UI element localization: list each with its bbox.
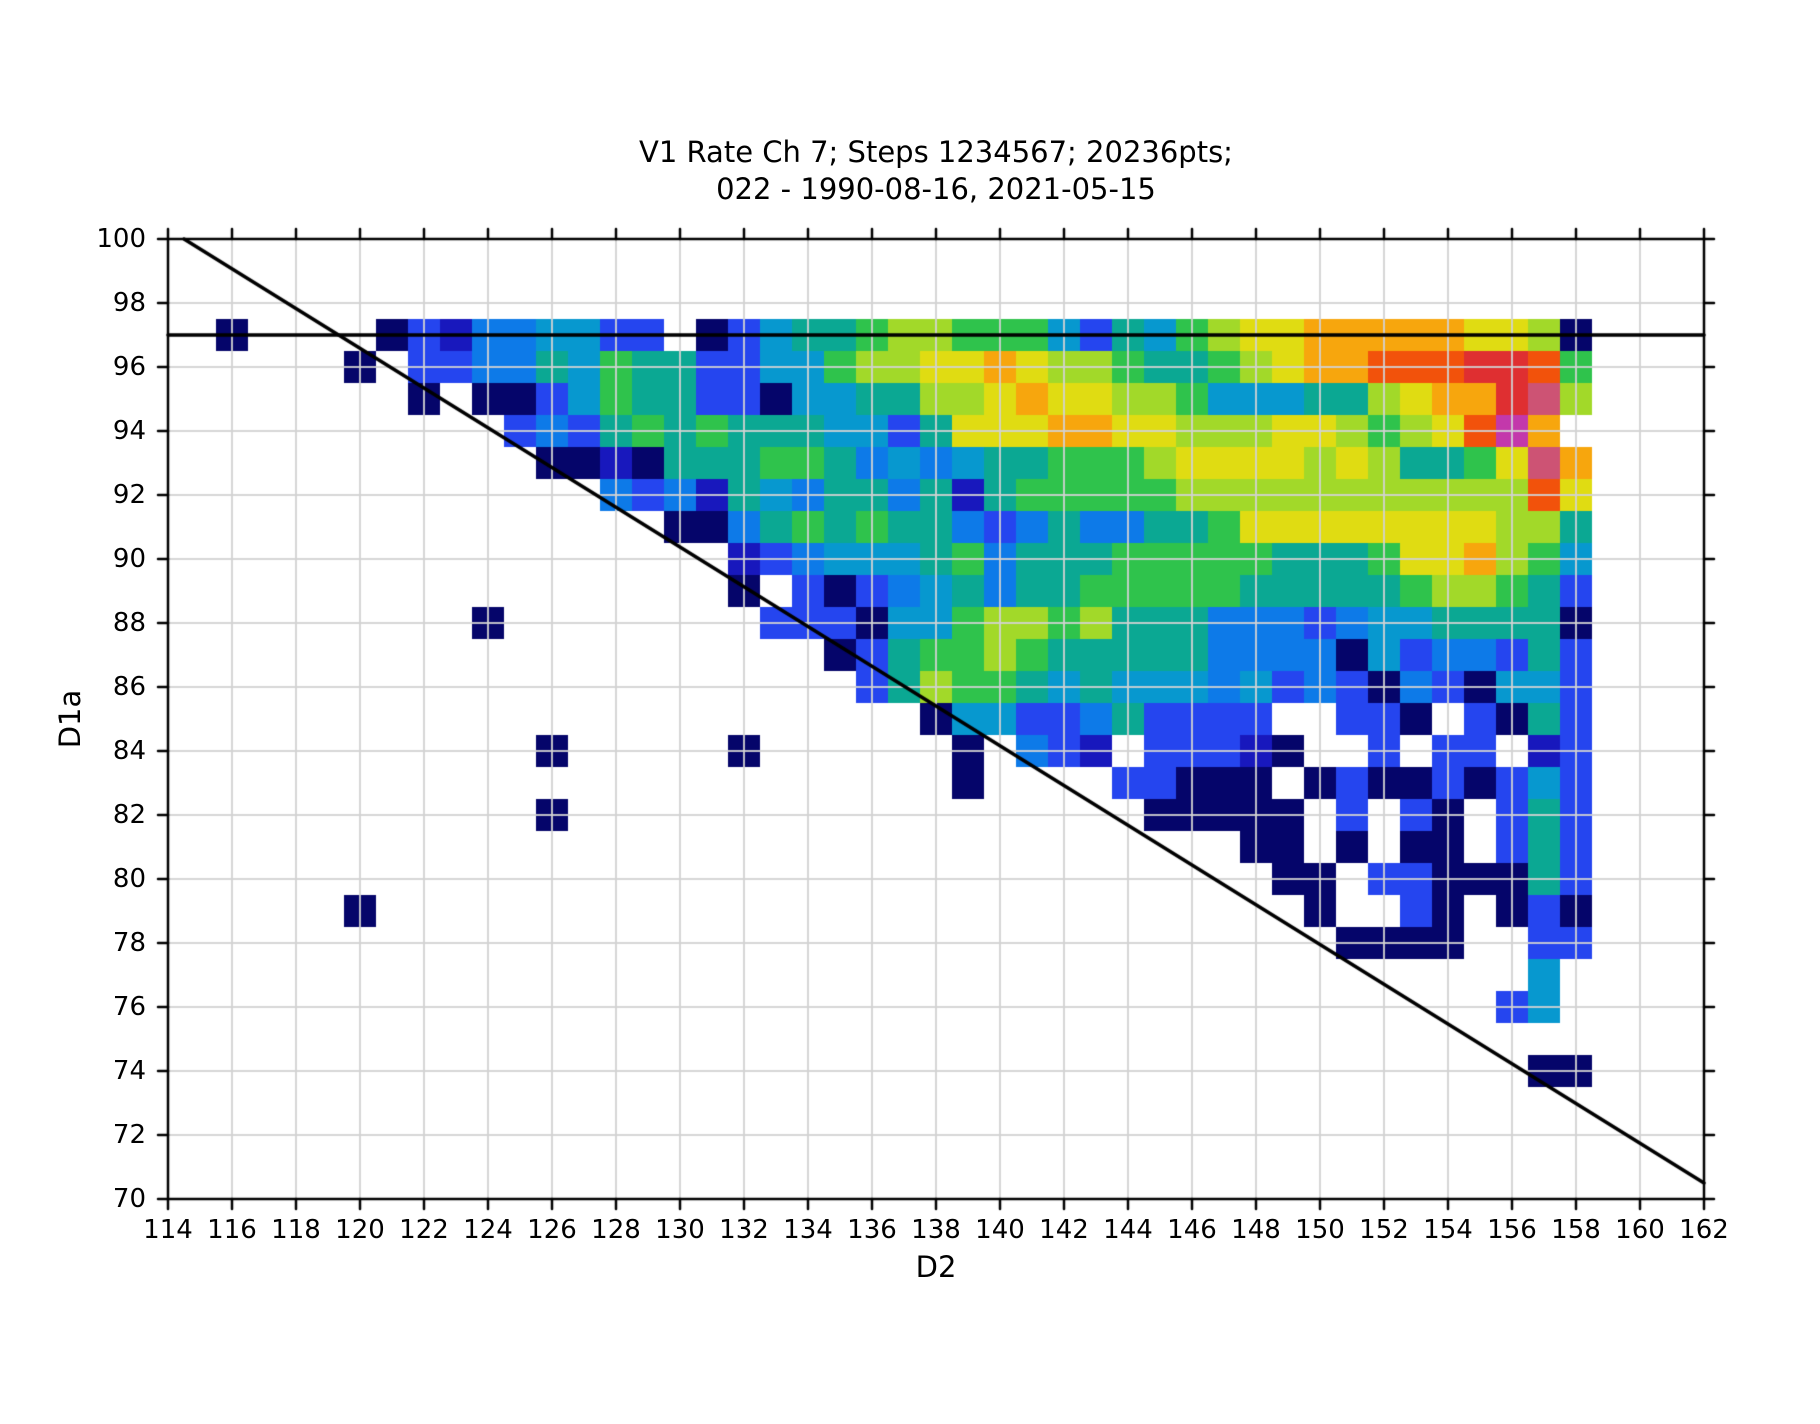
y-tick-label: 74 <box>112 1056 146 1086</box>
y-tick-label: 82 <box>112 800 146 830</box>
x-tick-label: 132 <box>719 1215 769 1245</box>
y-tick-label: 98 <box>112 288 146 318</box>
y-tick-label: 76 <box>112 992 146 1022</box>
x-tick-label: 140 <box>975 1215 1025 1245</box>
x-tick-label: 136 <box>847 1215 897 1245</box>
x-tick-label: 160 <box>1615 1215 1665 1245</box>
x-tick-label: 146 <box>1167 1215 1217 1245</box>
x-tick-label: 118 <box>271 1215 321 1245</box>
x-tick-label: 150 <box>1295 1215 1345 1245</box>
y-tick-label: 90 <box>112 544 146 574</box>
y-tick-label: 92 <box>112 480 146 510</box>
x-tick-label: 130 <box>655 1215 705 1245</box>
x-tick-label: 116 <box>207 1215 257 1245</box>
x-tick-label: 144 <box>1103 1215 1153 1245</box>
y-tick-label: 78 <box>112 928 146 958</box>
y-tick-label: 70 <box>112 1184 146 1214</box>
y-tick-label: 72 <box>112 1120 146 1150</box>
y-tick-label: 94 <box>112 416 146 446</box>
chart-title-line1: V1 Rate Ch 7; Steps 1234567; 20236pts; <box>639 135 1233 169</box>
x-tick-label: 152 <box>1359 1215 1409 1245</box>
x-tick-label: 114 <box>143 1215 193 1245</box>
x-tick-label: 142 <box>1039 1215 1089 1245</box>
chart-title-line2: 022 - 1990-08-16, 2021-05-15 <box>716 172 1156 206</box>
x-tick-label: 124 <box>463 1215 513 1245</box>
x-tick-label: 138 <box>911 1215 961 1245</box>
x-tick-label: 148 <box>1231 1215 1281 1245</box>
x-tick-label: 134 <box>783 1215 833 1245</box>
x-tick-label: 154 <box>1423 1215 1473 1245</box>
x-tick-label: 128 <box>591 1215 641 1245</box>
x-tick-label: 122 <box>399 1215 449 1245</box>
x-tick-label: 156 <box>1487 1215 1537 1245</box>
x-axis-label: D2 <box>915 1250 957 1284</box>
chart-title: V1 Rate Ch 7; Steps 1234567; 20236pts; 0… <box>168 134 1704 208</box>
y-tick-label: 80 <box>112 864 146 894</box>
x-tick-label: 158 <box>1551 1215 1601 1245</box>
y-tick-label: 96 <box>112 352 146 382</box>
y-tick-label: 88 <box>112 608 146 638</box>
y-tick-label: 84 <box>112 736 146 766</box>
x-tick-label: 126 <box>527 1215 577 1245</box>
y-axis-label: D1a <box>53 689 87 749</box>
x-tick-label: 162 <box>1679 1215 1729 1245</box>
y-tick-label: 100 <box>96 224 146 254</box>
x-tick-label: 120 <box>335 1215 385 1245</box>
y-tick-label: 86 <box>112 672 146 702</box>
